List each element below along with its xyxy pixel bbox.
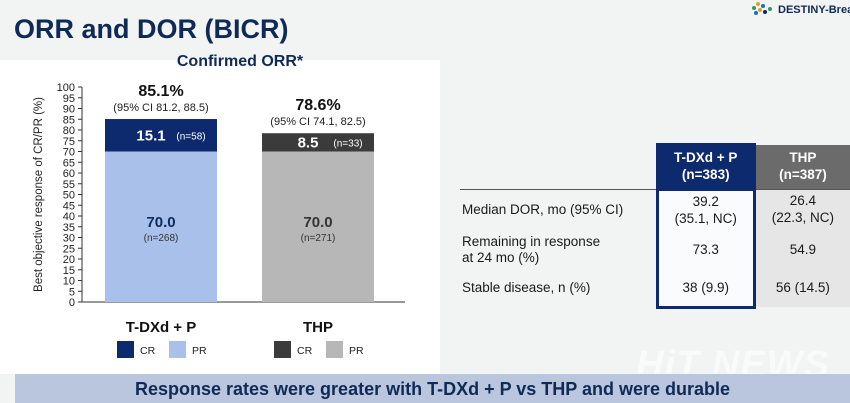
cell-tdxd: 39.2 (35.1, NC) — [655, 188, 756, 231]
y-tick-label: 100 — [57, 82, 75, 94]
table-row: Stable disease, n (%) 38 (9.9) 56 (14.5) — [460, 270, 850, 309]
cr-n-label: (n=58) — [176, 131, 205, 142]
legend-swatch — [274, 341, 291, 358]
total-orr-label: 85.1% — [138, 83, 183, 100]
summary-banner: Response rates were greater with T-DXd +… — [15, 374, 850, 403]
y-tick-label: 25 — [63, 243, 75, 255]
legend-label: PR — [349, 345, 364, 357]
row-label: Remaining in response at 24 mo (%) — [462, 233, 601, 266]
banner-text: Response rates were greater with T-DXd +… — [134, 379, 731, 399]
logo-icon — [752, 2, 772, 15]
y-tick-label: 90 — [63, 104, 75, 116]
y-tick-label: 0 — [69, 297, 75, 309]
legend-label: PR — [192, 345, 207, 357]
header-tdxd: T-DXd + P (n=383) — [655, 143, 756, 191]
y-tick-label: 50 — [63, 190, 75, 202]
ci-label: (95% CI 74.1, 82.5) — [270, 116, 365, 128]
legend-swatch — [326, 341, 343, 358]
ci-label: (95% CI 81.2, 88.5) — [113, 102, 208, 114]
y-tick-label: 10 — [63, 276, 75, 288]
cell-thp: 26.4 (22.3, NC) — [754, 188, 850, 231]
x-category-label: THP — [303, 319, 333, 336]
total-orr-label: 78.6% — [295, 97, 340, 114]
y-tick-label: 70 — [63, 147, 75, 159]
cell-tdxd: 73.3 — [655, 230, 756, 271]
bar-segment-cr — [105, 119, 217, 152]
dor-table: T-DXd + P (n=383) THP (n=387) Median DOR, … — [460, 143, 850, 309]
cell-thp: 56 (14.5) — [754, 270, 850, 308]
y-tick-label: 60 — [63, 168, 75, 180]
legend-swatch — [117, 341, 134, 358]
pr-n-label: (n=271) — [301, 233, 336, 244]
page-title: ORR and DOR (BICR) — [14, 14, 289, 44]
cell-thp: 54.9 — [754, 230, 850, 271]
row-label: Median DOR, mo (95% CI) — [460, 188, 658, 231]
y-tick-label: 45 — [63, 200, 75, 212]
y-tick-label: 5 — [69, 286, 75, 298]
cr-n-label: (n=33) — [333, 138, 362, 149]
y-tick-label: 15 — [63, 265, 75, 277]
pr-n-label: (n=268) — [144, 233, 179, 244]
legend-label: CR — [297, 345, 313, 357]
orr-chart: Confirmed ORR* Best objective response of… — [0, 53, 440, 374]
row-label: Stable disease, n (%) — [462, 280, 591, 296]
y-tick-label: 85 — [63, 114, 75, 126]
table-row: Remaining in response at 24 mo (%) 73.3 5… — [460, 230, 850, 271]
bar-segment-cr — [262, 133, 374, 152]
bar-segment-pr — [262, 151, 374, 302]
pr-value-label: 70.0 — [303, 214, 332, 231]
pr-value-label: 70.0 — [146, 214, 175, 231]
cr-value-label: 15.1 — [136, 127, 165, 144]
table-row: Median DOR, mo (95% CI) 39.2 (35.1, NC) 2… — [460, 188, 850, 231]
y-tick-label: 35 — [63, 222, 75, 234]
y-axis-label: Best objective response of CR/PR (%) — [33, 97, 45, 292]
y-tick-label: 80 — [63, 125, 75, 137]
y-tick-label: 95 — [63, 93, 75, 105]
y-tick-label: 55 — [63, 179, 75, 191]
legend-swatch — [169, 341, 186, 358]
y-tick-label: 30 — [63, 233, 75, 245]
chart-title: Confirmed ORR* — [177, 53, 304, 70]
header-thp: THP (n=387) — [754, 144, 850, 190]
x-category-label: T-DXd + P — [126, 319, 196, 336]
bar-segment-pr — [105, 151, 217, 302]
legend-label: CR — [140, 345, 156, 357]
y-tick-label: 75 — [63, 136, 75, 148]
y-tick-label: 65 — [63, 157, 75, 169]
logo-text: DESTINY-Breas — [778, 4, 850, 16]
cell-tdxd: 38 (9.9) — [655, 270, 756, 309]
cr-value-label: 8.5 — [298, 134, 319, 151]
y-tick-label: 40 — [63, 211, 75, 223]
y-tick-label: 20 — [63, 254, 75, 266]
